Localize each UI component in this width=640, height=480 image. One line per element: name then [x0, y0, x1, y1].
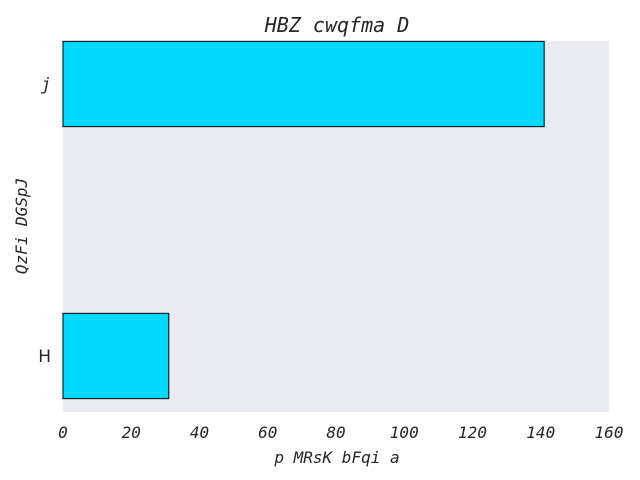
x-tick-label: 160: [595, 423, 624, 442]
x-tick-label: 120: [458, 423, 487, 442]
x-tick-labels: 0 20 40 60 80 100 120 140 160: [58, 423, 623, 442]
chart-title: HBZ cwqfma D: [264, 13, 410, 37]
x-tick-label: 60: [258, 423, 277, 442]
y-axis-label: QzFi DGSpJ: [12, 178, 31, 274]
x-tick-label: 100: [390, 423, 419, 442]
x-tick-label: 20: [122, 423, 141, 442]
x-tick-label: 0: [58, 423, 68, 442]
x-tick-label: 140: [526, 423, 555, 442]
y-tick-label-j: j: [41, 75, 51, 95]
bar-H: [62, 312, 170, 400]
bar-j: [62, 40, 545, 128]
y-tick-label-H: H: [38, 347, 51, 367]
x-tick-label: 40: [190, 423, 209, 442]
y-tick-labels: jH: [38, 75, 51, 367]
x-axis-label: p MRsK bFqi a: [273, 448, 399, 467]
bars-group: [62, 40, 545, 400]
x-tick-label: 80: [326, 423, 345, 442]
